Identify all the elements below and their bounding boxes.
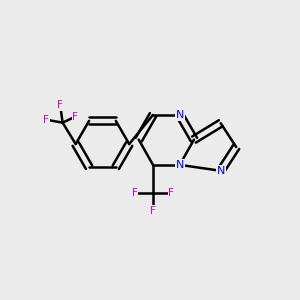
Text: F: F: [169, 188, 174, 198]
Text: F: F: [132, 188, 137, 198]
Text: N: N: [176, 110, 184, 120]
Text: F: F: [43, 115, 49, 125]
Text: N: N: [217, 166, 225, 176]
Text: F: F: [57, 100, 63, 110]
Text: F: F: [72, 112, 78, 122]
Text: N: N: [176, 160, 184, 170]
Text: F: F: [150, 206, 156, 216]
